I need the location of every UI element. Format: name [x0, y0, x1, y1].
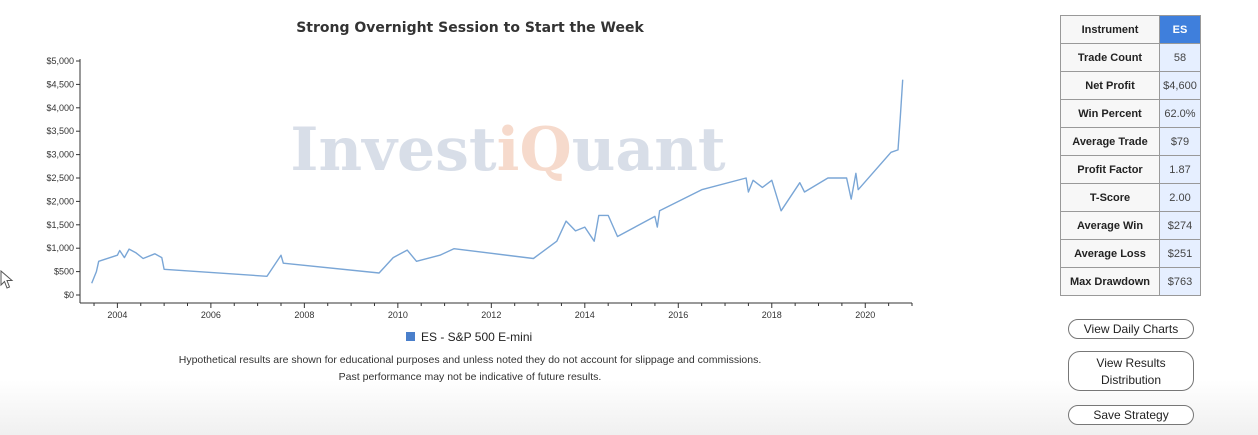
stats-value: $251 [1159, 239, 1201, 268]
stats-row: Max Drawdown $763 [1060, 267, 1201, 296]
x-tick-label: 2006 [201, 310, 221, 320]
investiquant-watermark: InvestiQuant [290, 115, 725, 185]
x-tick-label: 2016 [668, 310, 688, 320]
x-tick-label: 2010 [388, 310, 408, 320]
stats-value: $4,600 [1159, 71, 1201, 100]
stats-table: Instrument ES Trade Count 58 Net Profit $4… [1060, 15, 1201, 296]
stats-row: T-Score 2.00 [1060, 183, 1201, 212]
stats-label: Trade Count [1060, 43, 1160, 72]
y-tick-label: $3,000 [46, 150, 74, 160]
stats-row: Trade Count 58 [1060, 43, 1201, 72]
y-tick-label: $1,000 [46, 243, 74, 253]
y-tick-label: $500 [54, 267, 74, 277]
stats-value: 1.87 [1159, 155, 1201, 184]
stats-value: 62.0% [1159, 99, 1201, 128]
stats-value: $274 [1159, 211, 1201, 240]
stats-label: T-Score [1060, 183, 1160, 212]
series-line [91, 79, 904, 284]
legend-label: ES - S&P 500 E-mini [421, 330, 532, 344]
series-layer [91, 79, 904, 284]
stats-value: 58 [1159, 43, 1201, 72]
save-strategy-button[interactable]: Save Strategy [1068, 405, 1194, 425]
y-tick-label: $2,000 [46, 196, 74, 206]
legend[interactable]: ES - S&P 500 E-mini [406, 330, 532, 344]
stats-row: Average Trade $79 [1060, 127, 1201, 156]
x-tick-label: 2012 [481, 310, 501, 320]
stats-value: 2.00 [1159, 183, 1201, 212]
button-label-line-2: Distribution [1100, 373, 1162, 387]
line-chart: Strong Overnight Session to Start the We… [46, 20, 913, 344]
stats-label: Max Drawdown [1060, 267, 1160, 296]
stats-row-instrument: Instrument ES [1060, 15, 1201, 44]
x-axis: 2004 2006 2008 2010 2012 2014 2016 2018 2020 [80, 302, 913, 320]
stats-row: Win Percent 62.0% [1060, 99, 1201, 128]
chart-title: Strong Overnight Session to Start the We… [296, 20, 644, 36]
y-tick-label: $1,500 [46, 220, 74, 230]
x-tick-label: 2004 [107, 310, 127, 320]
x-tick-label: 2020 [855, 310, 875, 320]
stats-label: Average Win [1060, 211, 1160, 240]
stats-label: Average Loss [1060, 239, 1160, 268]
stats-value: $763 [1159, 267, 1201, 296]
stats-row: Net Profit $4,600 [1060, 71, 1201, 100]
view-results-distribution-button[interactable]: View Results Distribution [1068, 351, 1194, 391]
x-tick-label: 2008 [294, 310, 314, 320]
stats-label: Instrument [1060, 15, 1160, 44]
stats-label: Win Percent [1060, 99, 1160, 128]
y-tick-label: $4,000 [46, 103, 74, 113]
view-daily-charts-button[interactable]: View Daily Charts [1068, 319, 1194, 339]
stats-row: Average Loss $251 [1060, 239, 1201, 268]
stats-row: Average Win $274 [1060, 211, 1201, 240]
stats-label: Average Trade [1060, 127, 1160, 156]
y-tick-label: $4,500 [46, 79, 74, 89]
stats-label: Profit Factor [1060, 155, 1160, 184]
mouse-cursor-icon [0, 270, 14, 289]
y-tick-label: $3,500 [46, 126, 74, 136]
stats-value: $79 [1159, 127, 1201, 156]
y-axis: $5,000 $4,500 $4,000 $3,500 $3,000 $2,500 $2,0… [46, 56, 81, 303]
y-tick-label: $5,000 [46, 56, 74, 66]
instrument-value[interactable]: ES [1159, 15, 1201, 44]
y-tick-label: $2,500 [46, 173, 74, 183]
y-tick-label: $0 [64, 290, 74, 300]
button-label-line-1: View Results [1096, 356, 1166, 370]
x-tick-label: 2018 [762, 310, 782, 320]
disclaimer-line-2: Past performance may not be indicative o… [338, 371, 602, 383]
stats-row: Profit Factor 1.87 [1060, 155, 1201, 184]
disclaimer-line-1: Hypothetical results are shown for educa… [178, 354, 762, 366]
stats-label: Net Profit [1060, 71, 1160, 100]
legend-swatch [406, 332, 415, 341]
x-tick-label: 2014 [575, 310, 595, 320]
